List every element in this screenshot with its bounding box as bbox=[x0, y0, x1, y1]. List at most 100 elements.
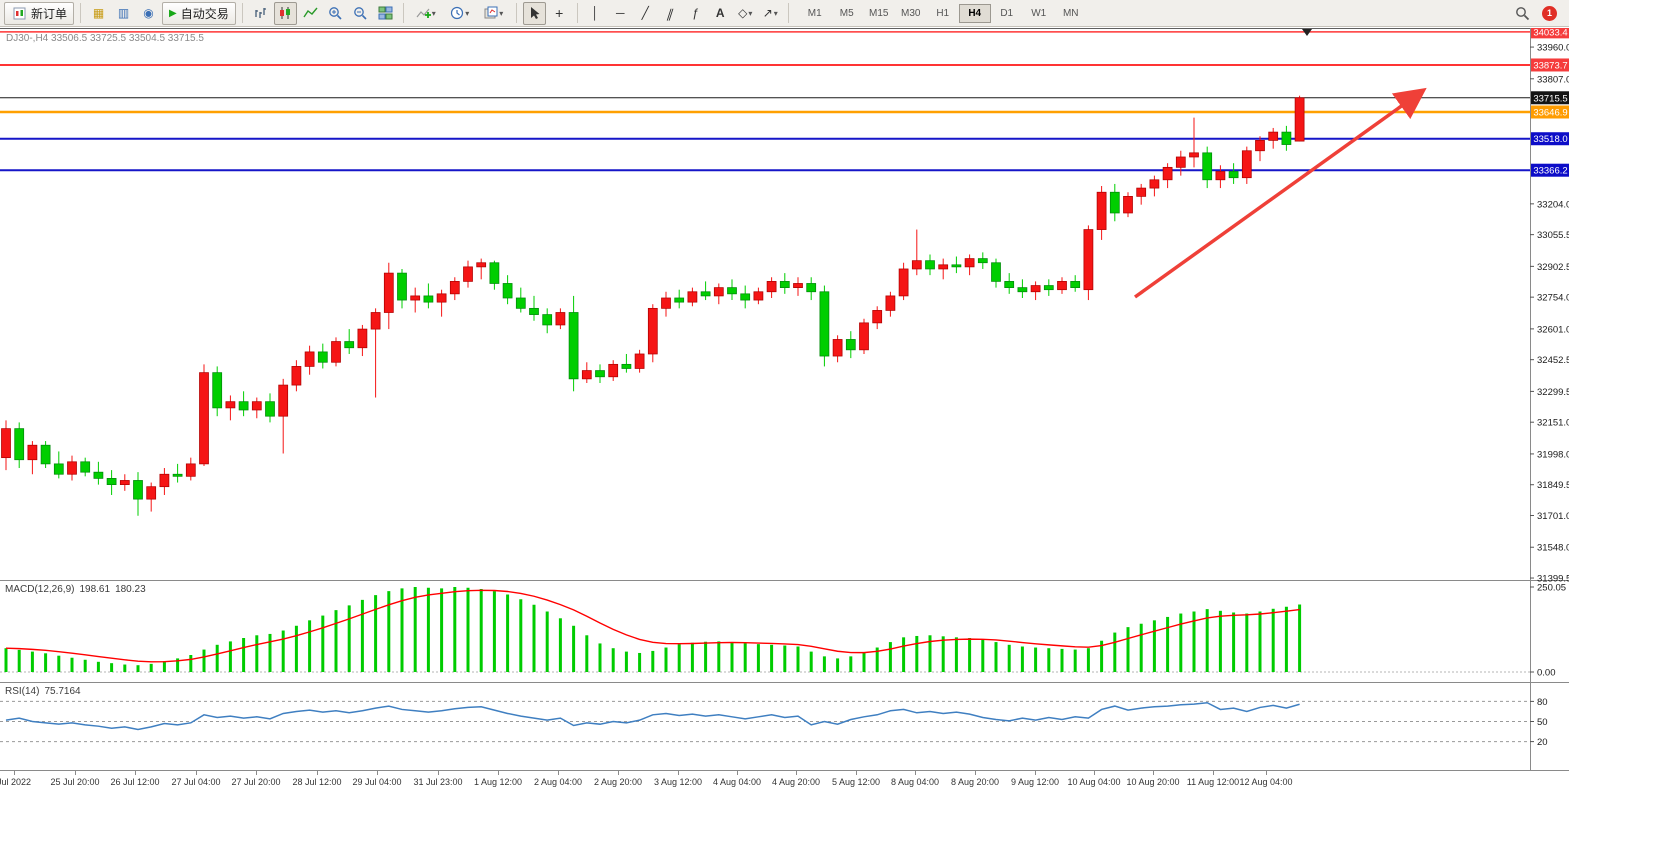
candle-body bbox=[1228, 171, 1239, 179]
toolbar-separator bbox=[80, 3, 82, 23]
toolbar-separator bbox=[576, 3, 578, 23]
candle-body bbox=[133, 480, 143, 500]
candle-body bbox=[291, 366, 302, 386]
candle-body bbox=[159, 473, 170, 488]
candle-body bbox=[304, 351, 315, 367]
price-tick-label: 32754.0 bbox=[1537, 293, 1569, 304]
price-tick-label: 31849.5 bbox=[1537, 480, 1569, 491]
candle-body bbox=[779, 281, 790, 288]
crosshair-icon[interactable]: + bbox=[555, 5, 564, 21]
candle-body bbox=[225, 401, 236, 409]
candle-body bbox=[106, 478, 117, 485]
candle-body bbox=[436, 293, 447, 303]
candle-body bbox=[1294, 97, 1305, 142]
time-label: 27 Jul 20:00 bbox=[231, 777, 281, 787]
price-level-badge bbox=[1531, 58, 1569, 72]
timeframe-m5-button[interactable]: M5 bbox=[839, 7, 854, 19]
candle-body bbox=[1136, 187, 1147, 197]
candle-body bbox=[1268, 131, 1279, 141]
time-tick bbox=[377, 771, 378, 775]
trendline-icon[interactable]: ╱ bbox=[641, 6, 649, 20]
periods-icon[interactable]: ▾ bbox=[444, 2, 476, 25]
candle-body bbox=[885, 295, 896, 311]
tile-windows-icon[interactable] bbox=[374, 2, 397, 25]
price-tick-label: 32452.5 bbox=[1537, 355, 1569, 366]
time-tick bbox=[618, 771, 619, 775]
templates-icon[interactable]: ▾ bbox=[478, 2, 510, 25]
candle-body bbox=[872, 310, 883, 324]
price-level-badge-label: 34033.4 bbox=[1533, 28, 1567, 38]
candle-body bbox=[119, 480, 130, 485]
time-tick bbox=[256, 771, 257, 775]
candlestick-chart-icon[interactable] bbox=[273, 1, 297, 25]
trend-arrow-annotation[interactable] bbox=[1133, 87, 1427, 299]
price-level-badge bbox=[1531, 91, 1569, 105]
timeframe-m15-button[interactable]: M15 bbox=[869, 7, 889, 19]
vertical-line-icon[interactable]: │ bbox=[591, 6, 599, 20]
chart-canvas[interactable]: 33960.0 33807.0 33204.0 33055.5 32902.5 32754… bbox=[0, 28, 1569, 770]
candle-body bbox=[80, 461, 91, 473]
timeframe-d1-button[interactable]: D1 bbox=[1000, 7, 1014, 19]
cursor-icon[interactable] bbox=[522, 1, 546, 25]
bar-chart-icon[interactable] bbox=[249, 2, 272, 25]
new-order-button[interactable]: 新订单 bbox=[4, 1, 75, 25]
time-tick bbox=[135, 771, 136, 775]
candle-body bbox=[991, 262, 1001, 282]
autotrading-label: 自动交易 bbox=[180, 6, 229, 21]
time-tick bbox=[1153, 771, 1154, 775]
time-label: 26 Jul 12:00 bbox=[110, 777, 160, 787]
candle-body bbox=[819, 291, 830, 357]
chart-shift-marker[interactable] bbox=[1302, 29, 1312, 36]
fibonacci-icon[interactable]: ƒ bbox=[691, 6, 699, 20]
zoom-out-icon[interactable] bbox=[349, 2, 372, 25]
navigator-icon[interactable]: ◉ bbox=[143, 6, 154, 20]
timeframe-mn-button[interactable]: MN bbox=[1062, 7, 1079, 19]
zoom-in-icon[interactable] bbox=[324, 2, 347, 25]
timeframe-w1-button[interactable]: W1 bbox=[1031, 7, 1047, 19]
arrows-tool-icon[interactable]: ↗ ▾ bbox=[762, 6, 778, 20]
candle-body bbox=[634, 353, 645, 369]
indicators-icon[interactable]: ▾ bbox=[410, 2, 442, 25]
price-level-badge-label: 33518.0 bbox=[1533, 134, 1567, 145]
timeframe-h1-button[interactable]: H1 bbox=[936, 7, 950, 19]
horizontal-line-icon[interactable]: ─ bbox=[615, 6, 625, 20]
toolbar-separator bbox=[241, 3, 243, 23]
candle-body bbox=[14, 428, 25, 461]
macd-signal-line bbox=[5, 589, 1300, 663]
candle-body bbox=[674, 297, 685, 303]
timeframe-h4-button[interactable]: H4 bbox=[958, 3, 991, 23]
data-window-icon[interactable]: ▥ bbox=[117, 6, 130, 20]
candle-body bbox=[964, 258, 975, 268]
candle-body bbox=[898, 268, 909, 297]
time-tick bbox=[1266, 771, 1267, 775]
time-axis[interactable]: Jul 2022 25 Jul 20:00 26 Jul 12:00 27 Jul 0… bbox=[0, 770, 1569, 794]
autotrading-button[interactable]: ▶ 自动交易 bbox=[162, 1, 236, 25]
time-tick bbox=[1035, 771, 1036, 775]
candle-body bbox=[344, 341, 355, 349]
candle-body bbox=[40, 444, 51, 465]
notification-badge[interactable]: 1 bbox=[1542, 5, 1557, 21]
candle-body bbox=[568, 312, 579, 380]
candle-body bbox=[1255, 140, 1265, 152]
candle-body bbox=[740, 293, 751, 301]
candle-body bbox=[1083, 229, 1094, 291]
text-tool-icon[interactable]: A bbox=[715, 6, 725, 20]
market-watch-icon[interactable]: ▦ bbox=[92, 6, 105, 20]
search-icon[interactable] bbox=[1511, 2, 1534, 25]
shapes-tool-icon[interactable]: ◇ ▾ bbox=[738, 6, 753, 20]
timeframe-m1-button[interactable]: M1 bbox=[807, 7, 822, 19]
candle-body bbox=[1281, 131, 1292, 145]
equidistant-channel-icon[interactable]: ∥ bbox=[664, 6, 676, 20]
candle-body bbox=[489, 262, 500, 284]
candle-body bbox=[423, 295, 434, 303]
candle-body bbox=[172, 473, 183, 477]
macd-axis-label: 250.05 bbox=[1537, 583, 1566, 594]
timeframe-m30-button[interactable]: M30 bbox=[901, 7, 921, 19]
candle-body bbox=[542, 314, 553, 326]
candle-body bbox=[212, 372, 223, 409]
time-tick bbox=[856, 771, 857, 775]
candle-body bbox=[1004, 281, 1015, 288]
candle-body bbox=[1202, 152, 1213, 181]
time-tick bbox=[317, 771, 318, 775]
line-chart-icon[interactable] bbox=[299, 2, 322, 25]
